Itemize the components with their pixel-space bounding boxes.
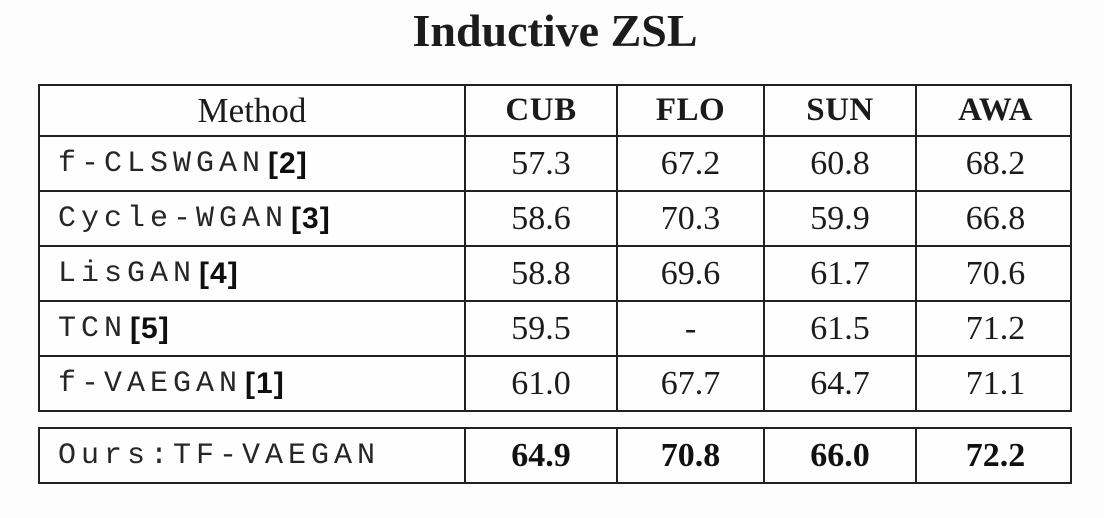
method-cell: LisGAN [4] [40, 247, 464, 300]
value-cell-cub: 61.0 [464, 357, 616, 410]
table-row-tcn: TCN [5] 59.5 - 61.5 71.2 [40, 300, 1070, 355]
value-cell-awa: 71.1 [915, 357, 1074, 410]
col-header-flo: FLO [616, 86, 763, 135]
table-row-f-clswgan: f-CLSWGAN [2] 57.3 67.2 60.8 68.2 [40, 135, 1070, 190]
value-cell-flo: 69.6 [616, 247, 763, 300]
table-row-ours-tf-vaegan: Ours:TF-VAEGAN 64.9 70.8 66.0 72.2 [40, 429, 1070, 482]
value-cell-awa: 66.8 [915, 192, 1074, 245]
value-cell-cub: 58.8 [464, 247, 616, 300]
page-title: Inductive ZSL [412, 5, 698, 56]
value-cell-flo: 70.3 [616, 192, 763, 245]
value-cell-flo: - [616, 302, 763, 355]
method-name: LisGAN [58, 256, 197, 291]
method-cell: f-VAEGAN [1] [40, 357, 464, 410]
method-name: Cycle-WGAN [58, 201, 289, 236]
value-cell-cub: 57.3 [464, 137, 616, 190]
value-cell-sun: 64.7 [763, 357, 915, 410]
value-cell-flo: 67.2 [616, 137, 763, 190]
value-cell-sun: 61.7 [763, 247, 915, 300]
value-cell-cub: 58.6 [464, 192, 616, 245]
method-cell: Cycle-WGAN [3] [40, 192, 464, 245]
value-cell-cub: 64.9 [464, 429, 616, 482]
method-name: Ours:TF-VAEGAN [58, 438, 381, 473]
value-cell-awa: 72.2 [915, 429, 1074, 482]
value-cell-flo: 67.7 [616, 357, 763, 410]
method-cell: TCN [5] [40, 302, 464, 355]
method-cell: f-CLSWGAN [2] [40, 137, 464, 190]
method-name: TCN [58, 311, 128, 346]
value-cell-awa: 70.6 [915, 247, 1074, 300]
value-cell-flo: 70.8 [616, 429, 763, 482]
method-name: f-CLSWGAN [58, 146, 266, 181]
value-cell-cub: 59.5 [464, 302, 616, 355]
value-cell-sun: 61.5 [763, 302, 915, 355]
method-name: f-VAEGAN [58, 366, 243, 401]
col-header-awa: AWA [915, 86, 1074, 135]
value-cell-awa: 71.2 [915, 302, 1074, 355]
table-header-row: Method CUB FLO SUN AWA [40, 86, 1070, 135]
col-header-sun: SUN [763, 86, 915, 135]
citation-ref: [5] [130, 311, 170, 345]
table-row-cycle-wgan: Cycle-WGAN [3] 58.6 70.3 59.9 66.8 [40, 190, 1070, 245]
value-cell-sun: 59.9 [763, 192, 915, 245]
results-table: Method CUB FLO SUN AWA f-CLSWGAN [2] 57.… [38, 84, 1072, 412]
col-header-method: Method [197, 90, 307, 130]
col-header-cub: CUB [464, 86, 616, 135]
value-cell-awa: 68.2 [915, 137, 1074, 190]
table-row-lisgan: LisGAN [4] 58.8 69.6 61.7 70.6 [40, 245, 1070, 300]
ours-results-table: Ours:TF-VAEGAN 64.9 70.8 66.0 72.2 [38, 427, 1072, 484]
method-cell: Ours:TF-VAEGAN [40, 429, 464, 482]
citation-ref: [4] [199, 256, 239, 290]
value-cell-sun: 60.8 [763, 137, 915, 190]
citation-ref: [2] [268, 146, 308, 180]
citation-ref: [3] [291, 201, 331, 235]
citation-ref: [1] [245, 366, 285, 400]
value-cell-sun: 66.0 [763, 429, 915, 482]
table-row-f-vaegan: f-VAEGAN [1] 61.0 67.7 64.7 71.1 [40, 355, 1070, 410]
